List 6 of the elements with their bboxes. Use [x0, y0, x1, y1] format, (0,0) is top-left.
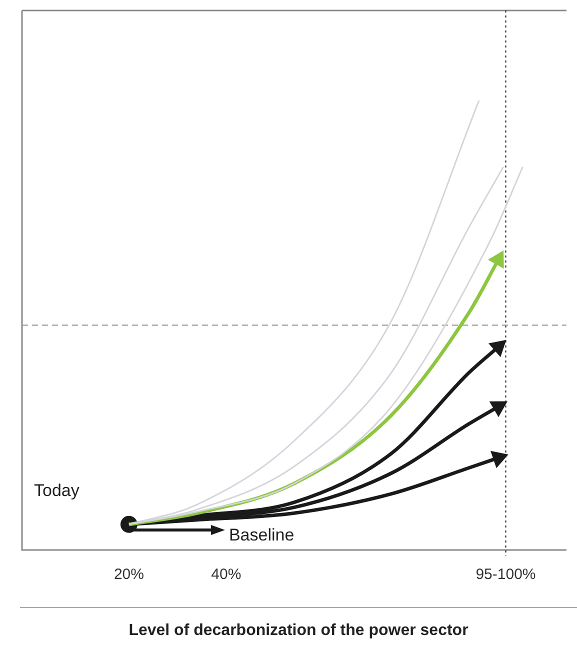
annotation: Today	[34, 481, 80, 500]
x-tick-label: 20%	[114, 566, 144, 584]
x-tick-label: 95-100%	[476, 566, 536, 584]
x-tick-label: 40%	[211, 566, 242, 584]
annotation: Baseline	[228, 525, 294, 544]
x-axis-title: Level of decarbonization of the power sector	[20, 607, 577, 640]
